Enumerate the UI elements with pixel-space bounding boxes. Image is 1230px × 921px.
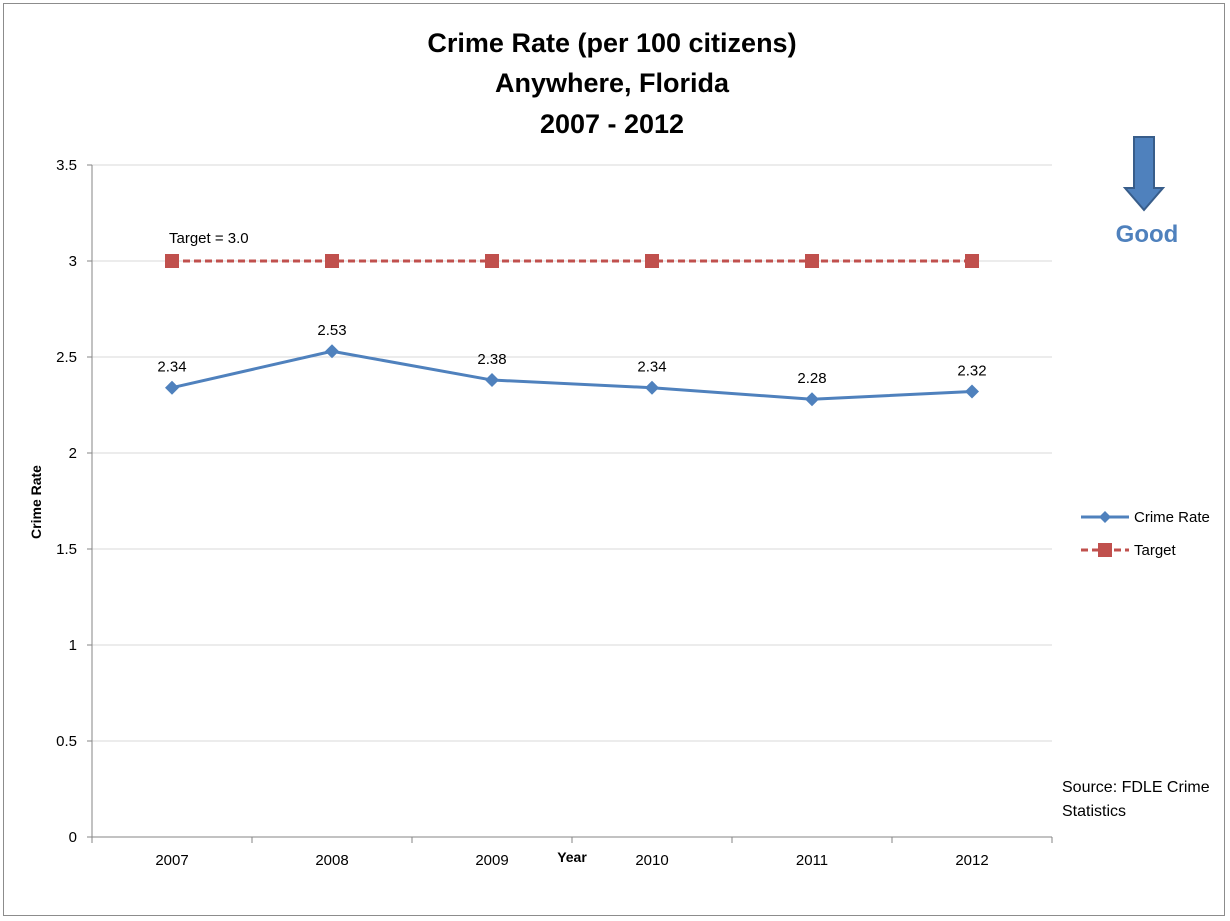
- crime-rate-marker: [165, 380, 179, 395]
- y-tick-label: 3: [69, 253, 77, 270]
- crime-rate-marker: [325, 344, 339, 359]
- x-axis-tick-labels: 2007 2008 2009 2010 2011 2012: [155, 852, 988, 869]
- chart-title-line: Crime Rate (per 100 citizens): [427, 28, 796, 58]
- crime-rate-marker: [485, 373, 499, 388]
- source-note: Source: FDLE Crime Statistics: [1062, 779, 1210, 820]
- target-marker: [645, 254, 659, 268]
- data-labels: 2.34 2.53 2.38 2.34 2.28 2.32: [157, 322, 986, 387]
- y-tick-label: 2: [69, 445, 77, 462]
- axes: [87, 164, 1053, 843]
- crime-rate-marker: [805, 392, 819, 407]
- y-tick-label: 3.5: [56, 157, 77, 174]
- y-tick-label: 2.5: [56, 349, 77, 366]
- source-line-1: Source: FDLE Crime: [1062, 779, 1210, 796]
- legend-label: Target: [1134, 542, 1177, 559]
- y-tick-label: 1.5: [56, 541, 77, 558]
- y-tick-label: 0: [69, 829, 77, 846]
- good-label: Good: [1116, 221, 1179, 248]
- y-axis-title: Crime Rate: [28, 465, 44, 539]
- x-axis-title: Year: [557, 849, 587, 865]
- legend-marker: [1098, 543, 1112, 557]
- target-annotation: Target = 3.0: [169, 230, 249, 247]
- chart-frame: [3, 3, 1225, 916]
- series-layer: [165, 254, 979, 407]
- series-line-crime-rate: [171, 349, 973, 401]
- y-axis-tick-labels: 0 0.5 1 1.5 2 2.5 3 3.5: [56, 157, 77, 846]
- y-tick-label: 0.5: [56, 733, 77, 750]
- data-label: 2.32: [957, 363, 986, 380]
- target-marker: [965, 254, 979, 268]
- gridlines: [92, 164, 1052, 742]
- y-tick-label: 1: [69, 637, 77, 654]
- chart-title: Crime Rate (per 100 citizens) Anywhere, …: [427, 28, 796, 139]
- target-marker: [325, 254, 339, 268]
- data-label: 2.34: [157, 359, 186, 376]
- chart-subtitle-line: Anywhere, Florida: [495, 68, 730, 98]
- x-tick-label: 2008: [315, 852, 348, 869]
- x-tick-label: 2012: [955, 852, 988, 869]
- crime-rate-marker: [965, 384, 979, 399]
- target-marker: [165, 254, 179, 268]
- data-label: 2.34: [637, 359, 666, 376]
- direction-indicator: Good: [1116, 136, 1179, 248]
- data-label: 2.28: [797, 370, 826, 387]
- target-marker: [805, 254, 819, 268]
- source-line-2: Statistics: [1062, 803, 1126, 820]
- legend: Crime Rate Target: [1081, 509, 1210, 559]
- x-tick-label: 2009: [475, 852, 508, 869]
- legend-marker: [1099, 511, 1111, 523]
- legend-label: Crime Rate: [1134, 509, 1210, 526]
- data-label: 2.53: [317, 322, 346, 339]
- target-marker: [485, 254, 499, 268]
- x-tick-label: 2011: [796, 852, 828, 869]
- x-tick-label: 2010: [635, 852, 668, 869]
- chart-years-line: 2007 - 2012: [540, 109, 684, 139]
- data-label: 2.38: [477, 351, 506, 368]
- crime-rate-marker: [645, 380, 659, 395]
- x-tick-label: 2007: [155, 852, 188, 869]
- down-arrow-icon: [1122, 136, 1166, 212]
